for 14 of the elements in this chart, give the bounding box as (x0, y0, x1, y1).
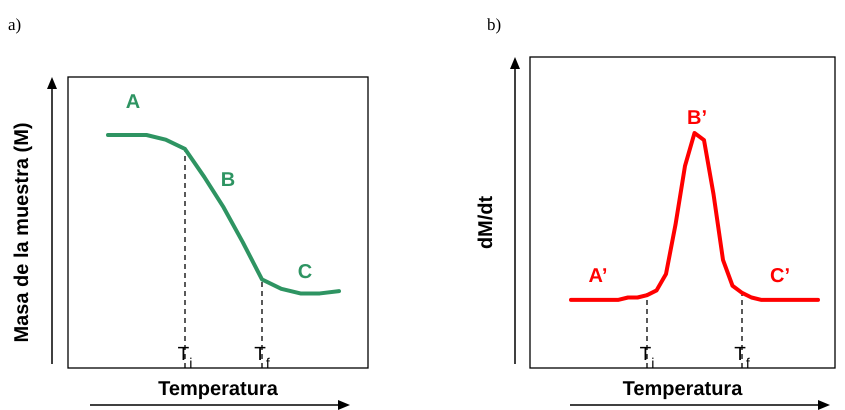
annotation: A’ (588, 265, 608, 287)
chart-title: a) (8, 15, 22, 34)
annotation: C (298, 261, 312, 283)
x-axis-title: Temperatura (622, 378, 744, 400)
annotation: B (220, 169, 236, 191)
annotation: C’ (770, 265, 790, 287)
text: B’ (687, 107, 707, 129)
text: A (126, 91, 140, 113)
x-tick-label: T$_{f}$ (254, 344, 270, 372)
y-axis-title: dM/dt (475, 196, 497, 250)
x-tick-label: T$_{f}$ (734, 344, 750, 372)
x-axis-title: Temperatura (158, 378, 279, 400)
chart-title: b) (487, 15, 502, 34)
y-axis-title: Masa de la muestra (M) (11, 122, 33, 343)
